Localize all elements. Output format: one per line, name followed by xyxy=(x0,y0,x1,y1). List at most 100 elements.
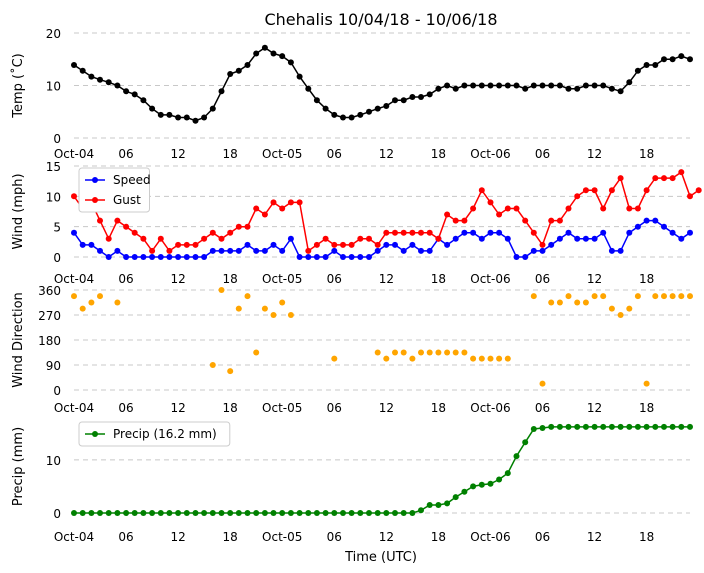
data-point xyxy=(565,423,572,430)
data-point xyxy=(235,247,242,254)
x-tick-label: 12 xyxy=(170,272,185,286)
data-point xyxy=(652,423,659,430)
data-point xyxy=(71,193,77,200)
data-point xyxy=(418,349,424,356)
data-point xyxy=(643,380,650,387)
data-point xyxy=(661,56,667,63)
data-point xyxy=(209,105,216,112)
x-tick-label: 06 xyxy=(535,401,550,415)
data-point xyxy=(340,510,346,516)
y-axis-label: Precip (mm) xyxy=(11,427,26,506)
data-point xyxy=(88,299,95,306)
x-tick-label: 18 xyxy=(431,147,446,161)
data-point xyxy=(470,483,477,490)
data-point xyxy=(313,97,320,104)
data-point xyxy=(548,82,555,89)
data-point xyxy=(496,476,503,483)
x-tick-label: 12 xyxy=(587,401,602,415)
data-point xyxy=(392,97,398,104)
data-point xyxy=(565,85,572,92)
data-point xyxy=(322,510,329,516)
data-point xyxy=(114,299,121,306)
data-point xyxy=(617,247,624,254)
data-point xyxy=(383,229,390,236)
legend-swatch-marker xyxy=(92,197,98,203)
data-point xyxy=(235,510,242,516)
data-point xyxy=(183,114,190,121)
x-tick-label: 06 xyxy=(327,147,342,161)
data-point xyxy=(296,510,303,516)
y-tick-label: 10 xyxy=(46,454,61,468)
data-point xyxy=(105,510,112,516)
data-point xyxy=(166,510,173,516)
data-point xyxy=(426,502,433,508)
data-point xyxy=(244,241,251,248)
data-point xyxy=(435,349,442,356)
legend: Precip (16.2 mm) xyxy=(78,421,231,447)
data-point xyxy=(669,175,676,182)
legend-swatch-marker xyxy=(92,177,98,183)
data-point xyxy=(157,510,164,516)
x-tick-label: Oct-06 xyxy=(470,147,510,161)
data-point xyxy=(470,355,477,362)
y-tick-label: 20 xyxy=(46,27,61,41)
data-point xyxy=(244,62,251,68)
data-point xyxy=(652,217,659,224)
x-tick-label: Oct-04 xyxy=(54,147,94,161)
data-point xyxy=(522,85,529,92)
data-point xyxy=(331,241,338,248)
data-point xyxy=(131,510,138,516)
data-point xyxy=(556,217,563,224)
data-point xyxy=(565,205,572,212)
legend: Speed Gust xyxy=(78,167,151,213)
data-point xyxy=(487,199,494,206)
data-point xyxy=(331,247,338,254)
panel-2: 0 5 10 15 Wind (mph) Oct-04 06 12 18 Oct-05 06 12 18… xyxy=(11,160,702,286)
data-point xyxy=(149,510,156,516)
x-tick-label: 18 xyxy=(639,530,654,544)
data-point xyxy=(305,254,312,260)
y-tick-label: 90 xyxy=(46,359,61,373)
data-point xyxy=(175,114,182,121)
y-tick-label: 360 xyxy=(38,284,61,298)
x-tick-label: 06 xyxy=(118,401,133,415)
data-point xyxy=(444,349,451,356)
data-point xyxy=(227,510,234,516)
data-point xyxy=(687,229,693,236)
data-point xyxy=(522,254,529,260)
data-point xyxy=(140,235,147,242)
data-point xyxy=(600,205,607,212)
data-point xyxy=(201,114,208,121)
data-point xyxy=(496,211,503,218)
y-tick-label: 10 xyxy=(46,80,61,94)
data-point xyxy=(470,205,477,212)
data-point xyxy=(530,247,537,254)
x-tick-label: 12 xyxy=(170,147,185,161)
x-tick-label: 12 xyxy=(587,530,602,544)
data-point xyxy=(487,82,494,89)
x-tick-label: 06 xyxy=(535,147,550,161)
data-point xyxy=(530,82,537,89)
data-point xyxy=(201,254,208,260)
data-point xyxy=(444,500,451,507)
data-point xyxy=(175,241,182,248)
data-point xyxy=(652,175,659,182)
data-point xyxy=(175,254,182,260)
data-point xyxy=(626,205,633,212)
data-point xyxy=(253,349,260,356)
data-point xyxy=(600,82,607,89)
data-point xyxy=(383,103,390,109)
data-point xyxy=(409,355,416,362)
data-point xyxy=(287,59,294,66)
series-line xyxy=(73,170,700,253)
data-point xyxy=(400,229,407,236)
legend-label: Gust xyxy=(113,193,141,207)
data-point xyxy=(123,510,130,516)
data-point xyxy=(114,247,121,254)
data-point xyxy=(426,349,433,356)
data-point xyxy=(678,293,685,300)
data-point xyxy=(695,187,702,194)
data-point xyxy=(461,82,468,89)
y-tick-label: 270 xyxy=(38,309,61,323)
x-tick-label: 06 xyxy=(535,530,550,544)
